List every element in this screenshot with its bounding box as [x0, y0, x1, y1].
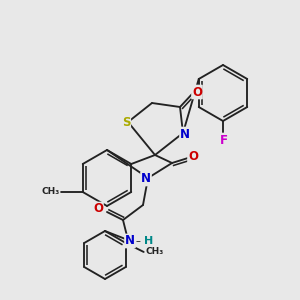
Text: –: – [136, 236, 140, 246]
Text: H: H [144, 236, 153, 246]
Text: N: N [125, 235, 135, 248]
Text: CH₃: CH₃ [41, 188, 60, 196]
Text: O: O [93, 202, 103, 215]
Text: F: F [220, 134, 228, 146]
Text: O: O [192, 85, 202, 98]
Text: S: S [122, 116, 130, 130]
Text: N: N [180, 128, 190, 140]
Text: N: N [141, 172, 151, 185]
Text: CH₃: CH₃ [146, 248, 164, 256]
Text: O: O [188, 151, 198, 164]
